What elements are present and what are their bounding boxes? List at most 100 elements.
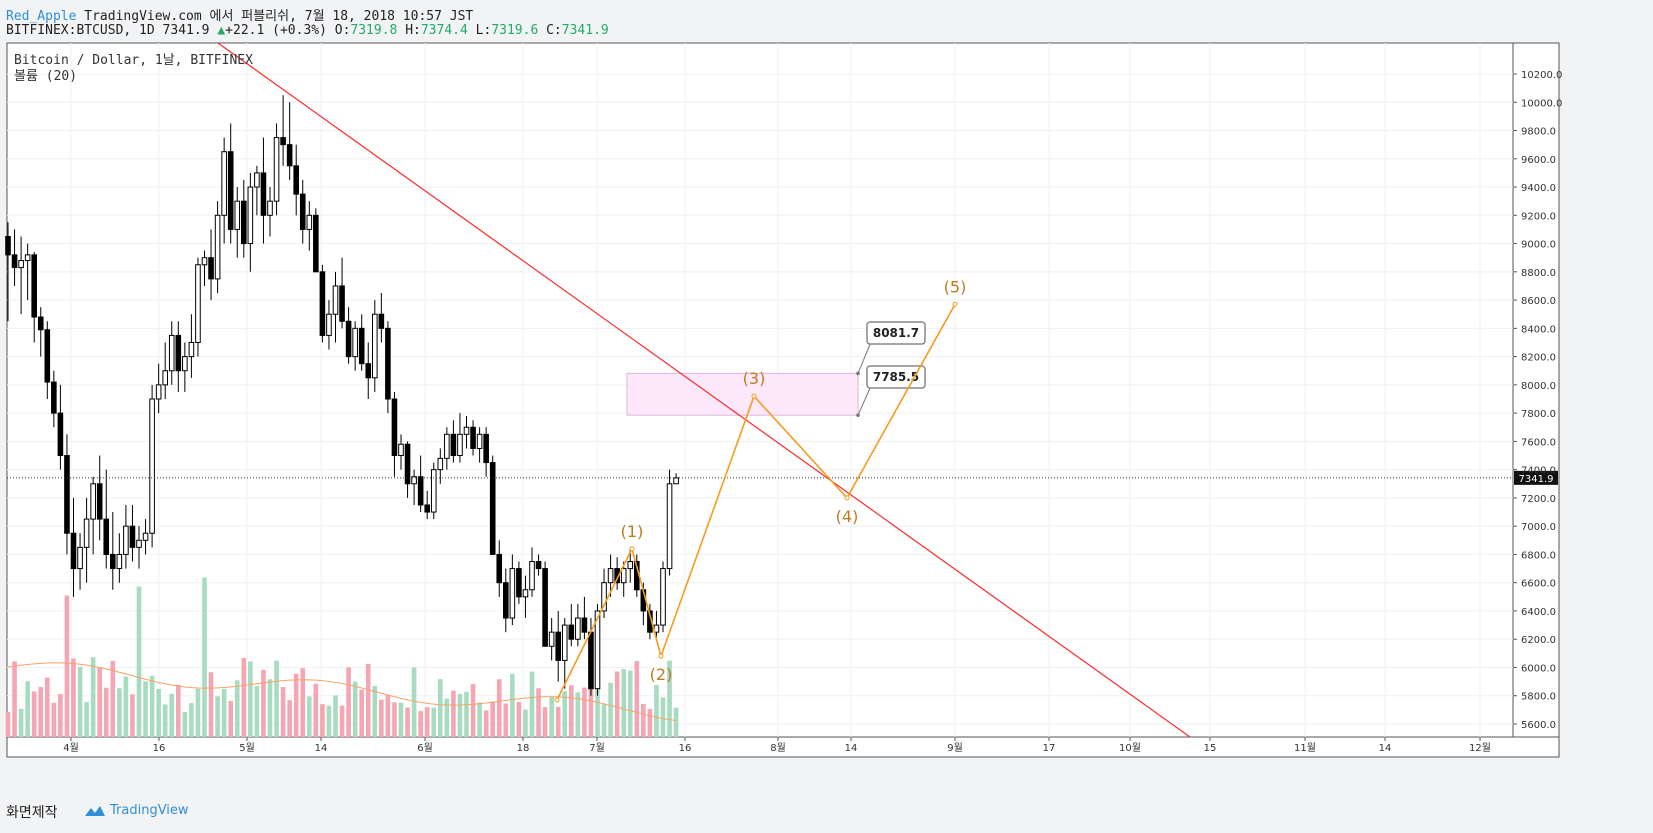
candle-body [437, 457, 444, 471]
candle-body [299, 193, 306, 230]
time-axis[interactable] [6, 736, 1560, 758]
price-tick-label: 9800.0 [1521, 127, 1556, 138]
volume-bar [202, 577, 207, 737]
volume-bar [641, 703, 646, 737]
candle-body [457, 433, 463, 457]
time-tick-label: 14 [315, 743, 328, 754]
volume-bar [208, 672, 214, 737]
volume-bar [58, 693, 63, 737]
candle-body [103, 518, 110, 555]
volume-bar [516, 701, 522, 737]
price-label-leader [857, 385, 872, 416]
open-value: 7319.8 [350, 23, 398, 38]
price-tick-label: 5800.0 [1521, 692, 1556, 703]
author-link[interactable]: Red_Apple [6, 9, 77, 24]
last-price-badge-label: 7341.9 [1519, 474, 1554, 485]
volume-bar [621, 669, 626, 737]
candle-body [542, 568, 548, 647]
time-tick-label: 16 [679, 743, 692, 754]
candle-body [522, 589, 529, 598]
volume-bar [221, 689, 227, 737]
candle-body [411, 476, 417, 485]
price-tick-label: 9000.0 [1521, 240, 1556, 251]
price-tick-label: 9600.0 [1521, 155, 1556, 166]
candle-body [44, 329, 51, 383]
time-tick-label: 4월 [63, 742, 79, 754]
price-label-text: 7785.5 [873, 370, 919, 384]
symbol-label: BITFINEX:BTCUSD, 1D [6, 23, 155, 38]
volume-bar [496, 679, 502, 737]
candle-body [483, 433, 489, 464]
candle-body [260, 172, 267, 216]
candle-body [627, 561, 634, 570]
low-value: 7319.6 [491, 23, 539, 38]
wave-point [658, 653, 664, 659]
candle-body [90, 483, 96, 520]
volume-bar [555, 706, 561, 737]
volume-bar [307, 696, 312, 737]
volume-bar [267, 679, 273, 737]
candle-body [358, 327, 365, 365]
volume-bar [117, 688, 122, 737]
tradingview-brand[interactable]: TradingView [84, 803, 189, 818]
low-label: L: [475, 23, 492, 38]
grid-lines [7, 43, 1513, 737]
candle-body [286, 144, 293, 167]
volume-bar [359, 689, 364, 737]
candle-body [594, 610, 601, 690]
volume-bar [352, 681, 358, 737]
descending-trendline [217, 42, 1191, 738]
volume-bar [424, 707, 430, 737]
volume-bar [280, 687, 286, 737]
candle-body [470, 426, 476, 449]
candle-body [18, 260, 24, 269]
candle-body [195, 264, 201, 343]
candle-body [666, 483, 673, 570]
volume-bar [627, 670, 633, 737]
candle-body [620, 568, 627, 584]
volume-bar [12, 661, 17, 737]
volume-bar [320, 704, 325, 737]
volume-bar [71, 658, 76, 737]
candle-body [129, 525, 136, 548]
price-tick-label: 6000.0 [1521, 663, 1556, 674]
time-tick-label: 14 [845, 743, 858, 754]
price-tick-label: 7600.0 [1521, 437, 1556, 448]
volume-bar [385, 694, 391, 737]
volume-bar [365, 663, 371, 737]
wave-label: (2) [650, 665, 673, 684]
candle-body [241, 200, 247, 245]
volume-bar [195, 688, 201, 737]
candle-body [489, 462, 496, 555]
symbol-header: BITFINEX:BTCUSD, 1D 7341.9 ▲+22.1 (+0.3%… [6, 23, 609, 38]
time-tick-label: 16 [153, 743, 166, 754]
volume-bar [38, 687, 44, 737]
candle-body [398, 443, 404, 457]
price-label-text: 8081.7 [873, 326, 919, 340]
volume-bar [182, 711, 188, 737]
volume-bar [562, 691, 568, 737]
resistance-zone [626, 372, 859, 416]
candle-body [581, 617, 588, 633]
candle-body [332, 285, 339, 315]
candle-body [430, 469, 437, 513]
volume-bar [346, 667, 351, 737]
volume-bar [372, 685, 378, 737]
candle-body [57, 412, 64, 457]
volume-bar [130, 694, 135, 737]
time-tick-label: 15 [1204, 743, 1217, 754]
time-tick-label: 18 [517, 743, 530, 754]
candle-body [221, 151, 227, 216]
price-tick-label: 7000.0 [1521, 522, 1556, 533]
candle-body [509, 568, 516, 619]
price-tick-label: 6400.0 [1521, 607, 1556, 618]
candle-body [175, 334, 182, 372]
candlesticks [5, 95, 679, 696]
volume-bar [293, 673, 299, 737]
candle-body [424, 504, 430, 513]
volume-bar [333, 695, 338, 737]
volume-bar [464, 691, 469, 737]
candle-body [31, 254, 37, 318]
volume-bar [254, 686, 260, 737]
